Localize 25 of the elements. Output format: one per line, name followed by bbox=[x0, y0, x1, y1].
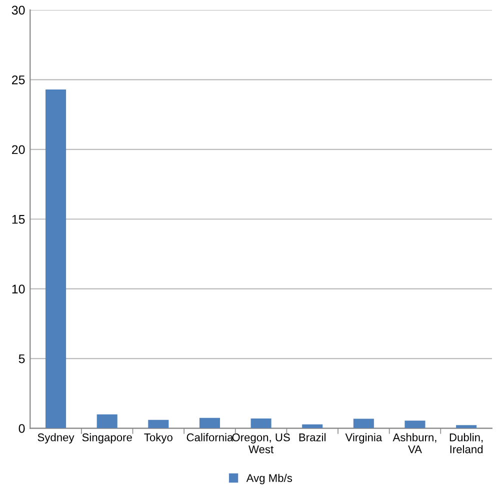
bar bbox=[404, 420, 426, 428]
bar bbox=[46, 89, 66, 428]
y-tick-label: 10 bbox=[12, 284, 25, 294]
x-tick-label: Oregon, US West bbox=[232, 433, 290, 454]
x-tick-label: Ashburn, VA bbox=[392, 433, 436, 454]
y-tick-label: 20 bbox=[12, 145, 25, 154]
y-tick-label: 25 bbox=[12, 75, 25, 84]
x-tick-label: Dublin, Ireland bbox=[450, 433, 483, 454]
y-tick-label: 5 bbox=[18, 354, 25, 364]
y-tick-label: 15 bbox=[12, 215, 25, 224]
bar bbox=[148, 420, 169, 428]
bar bbox=[96, 414, 118, 428]
bar bbox=[250, 418, 272, 428]
bar bbox=[456, 425, 477, 428]
legend-label: Avg Mb/s bbox=[246, 474, 292, 484]
x-tick-label: California bbox=[186, 433, 234, 442]
x-tick-label: Sydney bbox=[38, 433, 74, 444]
y-tick-label: 0 bbox=[18, 424, 25, 433]
bar bbox=[353, 418, 374, 428]
x-tick-label: Brazil bbox=[299, 433, 326, 442]
x-tick-label: Singapore bbox=[82, 433, 132, 444]
x-tick-label: Virginia bbox=[345, 433, 382, 444]
y-tick-label: 30 bbox=[12, 6, 25, 15]
x-tick-label: Tokyo bbox=[144, 433, 172, 444]
bar bbox=[199, 418, 220, 428]
